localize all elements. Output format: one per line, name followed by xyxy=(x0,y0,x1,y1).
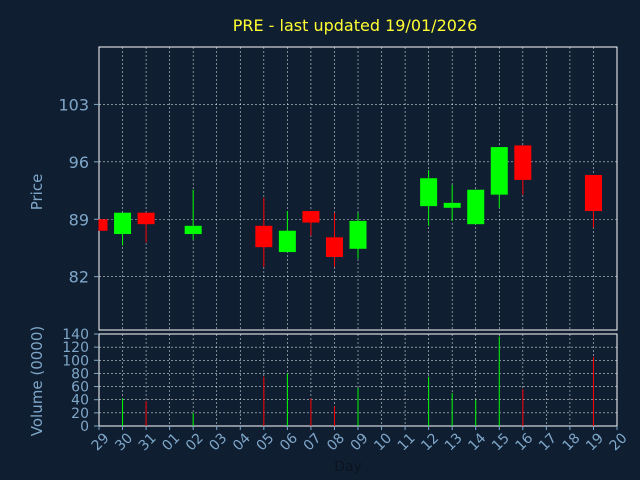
x-tick-label: 16 xyxy=(513,430,537,454)
volume-tick-label: 100 xyxy=(62,353,89,369)
x-tick-label: 09 xyxy=(348,430,372,454)
candle-body xyxy=(443,202,461,208)
volume-tick-label: 60 xyxy=(71,380,89,396)
x-tick-label: 10 xyxy=(371,430,395,454)
candle-body xyxy=(584,174,602,212)
x-axis-label: Day xyxy=(334,459,362,475)
candle-body xyxy=(114,212,132,235)
chart-title: PRE - last updated 19/01/2026 xyxy=(233,16,478,35)
x-tick-label: 01 xyxy=(159,430,183,454)
candle-body xyxy=(325,237,343,257)
volume-tick-label: 140 xyxy=(62,327,89,343)
x-tick-label: 12 xyxy=(418,430,442,454)
volume-axis-label: Volume (0000) xyxy=(28,326,46,436)
volume-tick-label: 0 xyxy=(80,419,89,435)
candle-body xyxy=(420,178,438,207)
price-tick-label: 82 xyxy=(69,268,89,287)
x-tick-label: 19 xyxy=(583,430,607,454)
x-tick-label: 31 xyxy=(136,430,160,454)
candle-body xyxy=(490,147,508,195)
price-axis-label: Price xyxy=(28,174,46,211)
x-tick-label: 14 xyxy=(465,430,489,454)
candle-body xyxy=(278,230,296,253)
x-tick-label: 08 xyxy=(324,430,348,454)
x-tick-label: 30 xyxy=(112,430,136,454)
candle-body xyxy=(99,219,108,231)
x-tick-label: 05 xyxy=(254,430,278,454)
x-tick-label: 18 xyxy=(560,430,584,454)
price-tick-label: 103 xyxy=(58,95,89,114)
x-tick-label: 06 xyxy=(277,430,301,454)
x-tick-label: 03 xyxy=(206,430,230,454)
candle-body xyxy=(184,225,202,235)
candle-body xyxy=(514,145,532,180)
x-tick-label: 17 xyxy=(536,430,560,454)
x-axis: 29 30 31 01 02 03 04 05 06 07 08 09 10 11 12 13 14 15 16 17… xyxy=(89,426,631,454)
x-tick-label: 11 xyxy=(395,430,419,454)
x-tick-label: 07 xyxy=(301,430,325,454)
candle-body xyxy=(349,220,367,249)
volume-tick-label: 80 xyxy=(71,366,89,382)
price-tick-label: 89 xyxy=(69,210,89,229)
price-panel: 82 89 96 103 xyxy=(58,46,618,331)
x-tick-label: 13 xyxy=(442,430,466,454)
volume-tick-label: 120 xyxy=(62,340,89,356)
x-tick-label: 15 xyxy=(489,430,513,454)
volume-tick-label: 20 xyxy=(71,406,89,422)
candle-body xyxy=(467,189,485,225)
candle-body xyxy=(137,212,155,225)
candle-body xyxy=(302,211,320,223)
x-tick-label: 04 xyxy=(230,430,254,454)
x-tick-label: 20 xyxy=(607,430,631,454)
candle-body xyxy=(255,225,273,248)
volume-tick-label: 40 xyxy=(71,393,89,409)
price-tick-label: 96 xyxy=(69,153,89,172)
x-tick-label: 29 xyxy=(89,430,113,454)
x-tick-label: 02 xyxy=(183,430,207,454)
